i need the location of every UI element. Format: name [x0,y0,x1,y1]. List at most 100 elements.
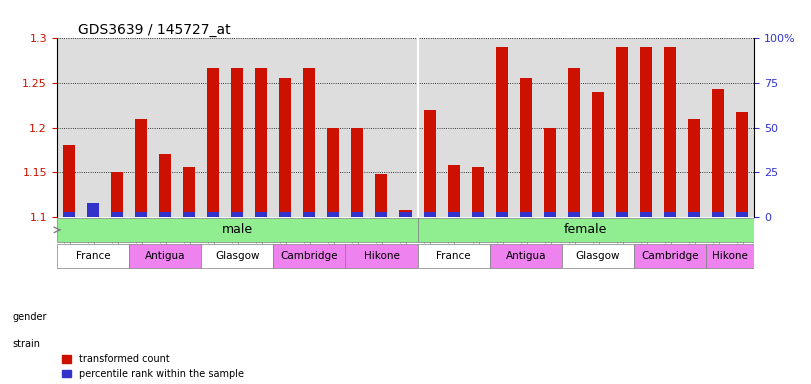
Text: Hikone: Hikone [712,251,748,261]
Bar [135,212,147,217]
Bar [682,38,706,217]
Bar [538,38,562,217]
Bar [736,212,749,217]
Bar [159,154,171,217]
Bar [225,38,249,217]
Bar [279,212,291,217]
Bar [423,212,436,217]
Bar [730,38,754,217]
Bar [616,212,628,217]
FancyBboxPatch shape [418,244,490,268]
Bar [520,212,532,217]
Bar [255,68,267,217]
Bar [303,68,315,217]
Text: Cambridge: Cambridge [642,251,699,261]
FancyBboxPatch shape [418,218,754,242]
Bar [370,38,393,217]
Text: GDS3639 / 145727_at: GDS3639 / 145727_at [78,23,230,37]
Bar [159,212,171,217]
Bar [592,92,604,217]
Bar [448,165,460,217]
FancyBboxPatch shape [490,244,562,268]
Bar [351,127,363,217]
Bar [207,68,219,217]
Bar [472,167,483,217]
Bar [135,119,147,217]
Bar [568,212,580,217]
Text: Glasgow: Glasgow [215,251,260,261]
Bar [466,38,490,217]
Bar [328,212,339,217]
Bar [345,38,370,217]
Bar [393,38,418,217]
Bar [183,212,195,217]
Bar [62,212,75,217]
Bar [321,38,345,217]
Bar [328,127,339,217]
Bar [472,212,483,217]
Bar [658,38,682,217]
Bar [513,38,538,217]
Bar [183,167,195,217]
Bar [351,212,363,217]
Bar [640,212,652,217]
Bar [712,212,724,217]
Legend: transformed count, percentile rank within the sample: transformed count, percentile rank withi… [62,354,244,379]
Bar [490,38,513,217]
Bar [129,38,153,217]
FancyBboxPatch shape [201,244,273,268]
Bar [568,68,580,217]
Bar [375,174,388,217]
Bar [177,38,201,217]
Bar [688,119,700,217]
Bar [616,47,628,217]
Bar [562,38,586,217]
Bar [105,38,129,217]
Bar [418,38,441,217]
Bar [586,38,610,217]
Text: gender: gender [12,312,47,322]
Bar [520,78,532,217]
FancyBboxPatch shape [345,244,418,268]
Bar [207,212,219,217]
FancyBboxPatch shape [273,244,345,268]
Bar [712,89,724,217]
Bar [664,47,676,217]
Text: Antigua: Antigua [505,251,546,261]
Bar [231,212,243,217]
Bar [231,68,243,217]
Text: Cambridge: Cambridge [281,251,338,261]
Bar [448,212,460,217]
Bar [496,212,508,217]
Bar [303,212,315,217]
Bar [57,38,81,217]
FancyBboxPatch shape [706,244,754,268]
Bar [400,210,411,217]
Bar [255,212,267,217]
Bar [544,212,556,217]
Bar [201,38,225,217]
Bar [111,172,123,217]
Bar [273,38,298,217]
FancyBboxPatch shape [129,244,201,268]
FancyBboxPatch shape [634,244,706,268]
FancyBboxPatch shape [57,244,129,268]
FancyBboxPatch shape [562,244,634,268]
Bar [496,47,508,217]
Bar [544,127,556,217]
Bar [664,212,676,217]
Bar [610,38,634,217]
Text: Glasgow: Glasgow [576,251,620,261]
Text: Hikone: Hikone [363,251,399,261]
Bar [87,208,99,217]
Text: strain: strain [12,339,41,349]
Text: France: France [436,251,471,261]
Bar [592,212,604,217]
Bar [298,38,321,217]
Bar [279,78,291,217]
Bar [111,212,123,217]
Bar [62,146,75,217]
Bar [400,212,411,217]
Text: France: France [75,251,110,261]
Bar [423,110,436,217]
